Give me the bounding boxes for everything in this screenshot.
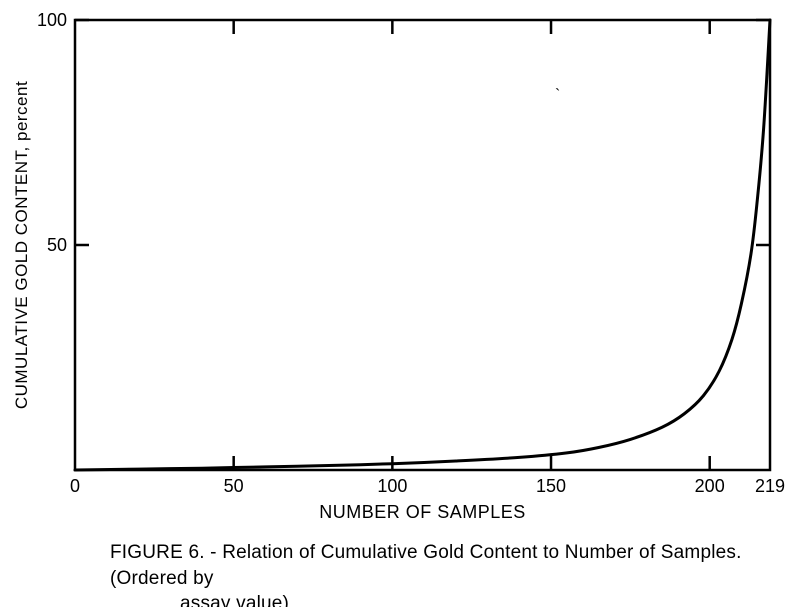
svg-text:0: 0 [70,476,80,496]
figure-container: 0 50 100 150 200 219 50 100 NUMBER OF SAMPLES CUM… [0,0,800,607]
figure-caption: FIGURE 6. - Relation of Cumulative Gold … [110,540,780,607]
chart: 0 50 100 150 200 219 50 100 NUMBER OF SAMPLES CUM… [0,0,800,607]
caption-prefix: FIGURE 6. - [110,542,222,563]
caption-text-line2: assay value) [110,591,780,607]
svg-text:200: 200 [695,476,725,496]
svg-text:150: 150 [536,476,566,496]
svg-text:NUMBER OF SAMPLES: NUMBER OF SAMPLES [319,502,526,522]
svg-text:50: 50 [47,235,67,255]
svg-text:100: 100 [37,10,67,30]
chart-svg: 0 50 100 150 200 219 50 100 NUMBER OF SAMPLES CUM… [0,0,800,607]
svg-text:100: 100 [377,476,407,496]
svg-text:219: 219 [755,476,785,496]
svg-text:50: 50 [224,476,244,496]
svg-text:CUMULATIVE GOLD CONTENT, perce: CUMULATIVE GOLD CONTENT, percent [12,81,31,409]
svg-text:`: ` [555,87,560,104]
